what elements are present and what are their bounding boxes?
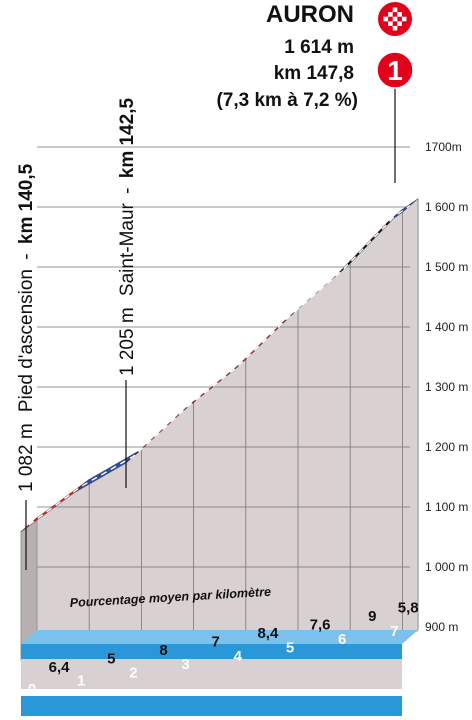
km-label-4: 4 bbox=[234, 648, 243, 665]
checker-square bbox=[392, 25, 398, 31]
kom-category-number: 1 bbox=[387, 55, 403, 86]
km-band-layer bbox=[21, 630, 419, 716]
altitude-tick-1600: 1 600 m bbox=[425, 200, 468, 214]
altitude-tick-1400: 1 400 m bbox=[425, 320, 468, 334]
altitude-tick-1000: 1 000 m bbox=[425, 560, 468, 574]
checker-square bbox=[392, 7, 398, 13]
km-label-2: 2 bbox=[129, 664, 137, 681]
summit-km: km 147,8 bbox=[274, 63, 354, 84]
terrain-back-face bbox=[37, 198, 419, 630]
altitude-tick-1100: 1 100 m bbox=[425, 500, 468, 514]
km-label-5: 5 bbox=[286, 640, 294, 657]
summit-name: AURON bbox=[266, 1, 354, 28]
km-band-front bbox=[21, 644, 403, 659]
avg-percent-km-5: 8,4 bbox=[257, 625, 279, 642]
finish-checkered-icon bbox=[378, 2, 412, 36]
waypoint-saint-maur: 1 205 m Saint-Maur - km 142,5 bbox=[117, 98, 138, 488]
avg-percent-km-1: 6,4 bbox=[49, 659, 71, 676]
km-label-0: 0 bbox=[28, 681, 36, 698]
terrain-front-block bbox=[21, 517, 37, 660]
summit-altitude: 1 614 m bbox=[284, 37, 354, 58]
summit-climb-stats: (7,3 km à 7,2 %) bbox=[216, 90, 358, 111]
km-label-3: 3 bbox=[181, 656, 189, 673]
km-band-top bbox=[21, 630, 419, 644]
km-label-1: 1 bbox=[77, 673, 85, 690]
km-label-layer: 0 1 2 3 4 5 6 7 bbox=[28, 623, 399, 698]
waypoint-start-km: km 140,5 bbox=[16, 163, 37, 244]
km-label-7: 7 bbox=[390, 623, 398, 640]
avg-percent-km-2: 5 bbox=[107, 651, 115, 668]
kom-category-badge: 1 bbox=[376, 51, 414, 183]
road-layer bbox=[20, 198, 419, 533]
waypoint-saint-maur-name: Saint-Maur bbox=[117, 202, 138, 296]
checker-square bbox=[388, 21, 393, 26]
checker-square bbox=[392, 16, 398, 22]
km-label-6: 6 bbox=[338, 631, 346, 648]
avg-percent-km-6: 7,6 bbox=[310, 617, 331, 634]
altitude-tick-1700: 1700m bbox=[425, 140, 462, 154]
waypoint-start-altitude: 1 082 m bbox=[16, 423, 37, 492]
km-scale-band bbox=[21, 696, 403, 716]
checker-square bbox=[401, 16, 407, 22]
altitude-tick-1200: 1 200 m bbox=[425, 440, 468, 454]
avg-percent-km-3: 8 bbox=[159, 642, 167, 659]
svg-text:1 205 m Saint-Maur: 1 205 m Saint-Maur - km 142,5 bbox=[117, 98, 138, 376]
checker-square bbox=[397, 21, 402, 26]
percent-label-layer: 6,4 5 8 7 8,4 7,6 9 5,8 bbox=[49, 600, 419, 677]
checker-square bbox=[383, 16, 389, 22]
svg-text:1 082 m Pied d'ascension: 1 082 m Pied d'ascension - km 140,5 bbox=[16, 163, 37, 492]
waypoint-saint-maur-km: km 142,5 bbox=[117, 98, 138, 179]
km-band-floor bbox=[21, 659, 403, 689]
waypoint-start-name: Pied d'ascension bbox=[16, 269, 37, 412]
avg-percent-km-7: 9 bbox=[368, 608, 376, 625]
waypoint-start: 1 082 m Pied d'ascension - km 140,5 bbox=[16, 163, 37, 570]
avg-percent-km-8: 5,8 bbox=[398, 600, 419, 617]
avg-percent-km-4: 7 bbox=[212, 634, 220, 651]
grid-layer bbox=[37, 146, 419, 632]
checker-square bbox=[397, 12, 402, 17]
altitude-tick-1300: 1 300 m bbox=[425, 380, 468, 394]
altitude-tick-900: 900 m bbox=[425, 620, 458, 634]
altitude-tick-layer: 900 m 1 000 m 1 100 m 1 200 m 1 300 m 1 400 m… bbox=[425, 140, 468, 634]
waypoint-saint-maur-altitude: 1 205 m bbox=[117, 307, 138, 376]
road-centerline bbox=[28, 205, 411, 526]
altitude-tick-1500: 1 500 m bbox=[425, 260, 468, 274]
checker-square bbox=[388, 12, 393, 17]
